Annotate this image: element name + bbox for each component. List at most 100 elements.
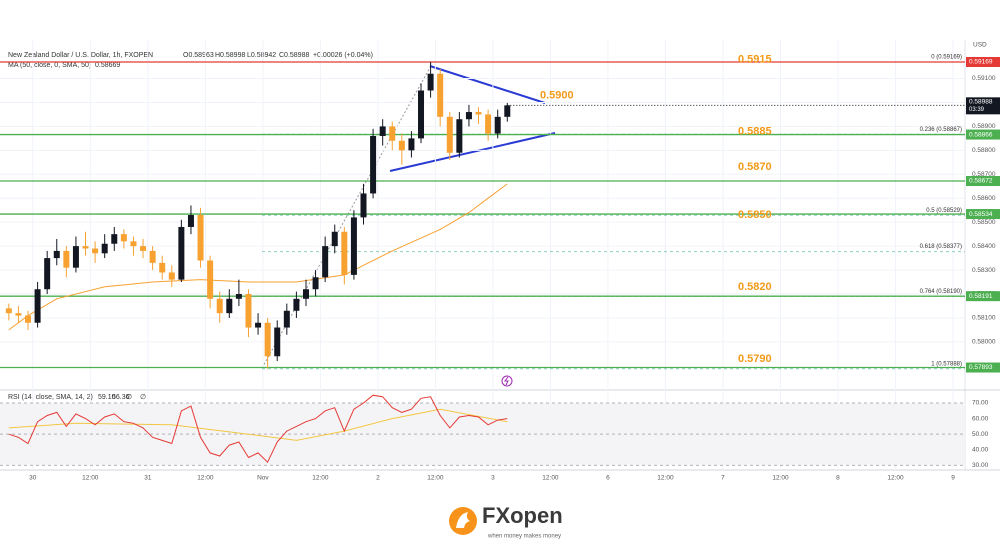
- candle-body: [341, 231, 348, 275]
- rsi-legend: RSI (14, close, SMA, 14, 2): [8, 394, 93, 401]
- x-tick-label: 12:00: [197, 475, 214, 482]
- triangle-lower: [389, 132, 556, 172]
- level-annotation: 0.5790: [738, 353, 772, 365]
- y-tick-label: 0.58900: [972, 123, 996, 130]
- logo: FXopen when money makes money: [449, 503, 563, 540]
- candle-body: [322, 246, 329, 278]
- y-tick-label: 0.58500: [972, 219, 996, 226]
- rsi-reading: ∅: [126, 394, 132, 401]
- level-label: 0.58534: [969, 211, 993, 218]
- candle-body: [216, 298, 223, 314]
- ohlc-value: L0.58942: [247, 52, 276, 59]
- ohlc-value: +0.00026 (+0.04%): [313, 52, 373, 59]
- x-tick-label: 9: [951, 475, 955, 482]
- candle-body: [437, 73, 444, 117]
- triangle-upper: [429, 65, 546, 104]
- candle-body: [5, 308, 12, 314]
- candle-body: [350, 217, 357, 275]
- candle-body: [187, 215, 194, 227]
- rsi-tick-label: 30.00: [972, 462, 989, 469]
- x-tick-label: 12:00: [887, 475, 904, 482]
- x-tick-label: 3: [491, 475, 495, 482]
- candle-body: [398, 140, 405, 151]
- y-tick-label: 0.58400: [972, 243, 996, 250]
- candle-body: [255, 322, 262, 328]
- candle-body: [44, 258, 51, 290]
- x-tick-label: Nov: [257, 475, 269, 482]
- candle-body: [456, 119, 463, 153]
- brand: FXopen: [482, 503, 563, 528]
- rsi-line: [8, 394, 508, 464]
- level-annotation: 0.5885: [738, 125, 772, 137]
- candle-body: [465, 112, 472, 120]
- last-price: 0.58988: [969, 99, 993, 106]
- candle-body: [475, 112, 482, 115]
- candle-body: [92, 248, 99, 254]
- level-label: 0.58672: [969, 178, 993, 185]
- y-tick-label: 0.58300: [972, 267, 996, 274]
- candle-body: [130, 241, 137, 247]
- x-tick-label: 12:00: [82, 475, 99, 482]
- candle-body: [159, 262, 166, 273]
- level-box: [966, 209, 1000, 220]
- rsi-reading: ∅: [140, 394, 146, 401]
- candle-body: [264, 322, 271, 357]
- ohlc-value: C0.58988: [279, 52, 309, 59]
- level-label: 0.58191: [969, 293, 993, 300]
- rsi-tick-label: 50.00: [972, 431, 989, 438]
- candle-body: [207, 260, 214, 299]
- ma-legend: MA (50, close, 0, SMA, 50): [8, 62, 91, 69]
- candle-body: [379, 126, 386, 136]
- level-label: 0.59169: [969, 59, 993, 66]
- logo-mark: [456, 512, 470, 528]
- x-tick-label: 6: [606, 475, 610, 482]
- y-tick-label: 0.58600: [972, 195, 996, 202]
- level-box: [966, 129, 1000, 140]
- ohlc-value: H0.58998: [215, 52, 245, 59]
- candle-body: [427, 73, 434, 91]
- ma-legend-value: 0.58669: [95, 62, 120, 69]
- fib-label: 0.5 (0.58529): [926, 208, 962, 214]
- candle-body: [389, 126, 396, 141]
- level-box: [966, 362, 1000, 373]
- level-annotation: 0.5915: [738, 53, 772, 65]
- x-tick-label: 12:00: [772, 475, 789, 482]
- x-tick-label: 12:00: [427, 475, 444, 482]
- candle-body: [53, 250, 60, 259]
- x-tick-label: 7: [721, 475, 725, 482]
- tagline: when money makes money: [487, 534, 561, 540]
- level-annotation: 0.5870: [738, 161, 772, 173]
- rsi-ma-line: [8, 408, 508, 441]
- candle-body: [485, 114, 492, 134]
- candle-body: [245, 294, 252, 328]
- candle-body: [418, 90, 425, 139]
- candle-body: [293, 298, 300, 311]
- x-tick-label: 8: [836, 475, 840, 482]
- candle-body: [178, 226, 185, 280]
- header: New Zealand Dollar / U.S. Dollar, 1h, FX…: [8, 52, 153, 59]
- currency: USD: [973, 42, 987, 49]
- symbol-title: New Zealand Dollar / U.S. Dollar, 1h, FX…: [8, 52, 153, 59]
- rsi-tick-label: 70.00: [972, 400, 989, 407]
- level-label: 0.58866: [969, 131, 993, 138]
- candle-body: [101, 243, 108, 254]
- candle-body: [283, 310, 290, 328]
- countdown: 03:39: [969, 107, 985, 113]
- y-tick-label: 0.58100: [972, 315, 996, 322]
- y-tick-label: 0.58700: [972, 171, 996, 178]
- fib-label: 0.236 (0.58867): [920, 127, 962, 133]
- candle-body: [82, 246, 89, 249]
- x-tick-label: 12:00: [542, 475, 559, 482]
- level-box: [966, 291, 1000, 302]
- candle-body: [274, 327, 281, 357]
- y-tick-label: 0.58000: [972, 339, 996, 346]
- rsi-tick-label: 40.00: [972, 446, 989, 453]
- candle-body: [15, 313, 22, 316]
- fib-label: 0 (0.59169): [931, 55, 962, 61]
- rsi-reading: 59.10: [98, 394, 116, 401]
- candle-body: [140, 246, 147, 251]
- event-icon: [501, 375, 513, 387]
- candle-body: [72, 246, 79, 268]
- candle-body: [197, 215, 204, 261]
